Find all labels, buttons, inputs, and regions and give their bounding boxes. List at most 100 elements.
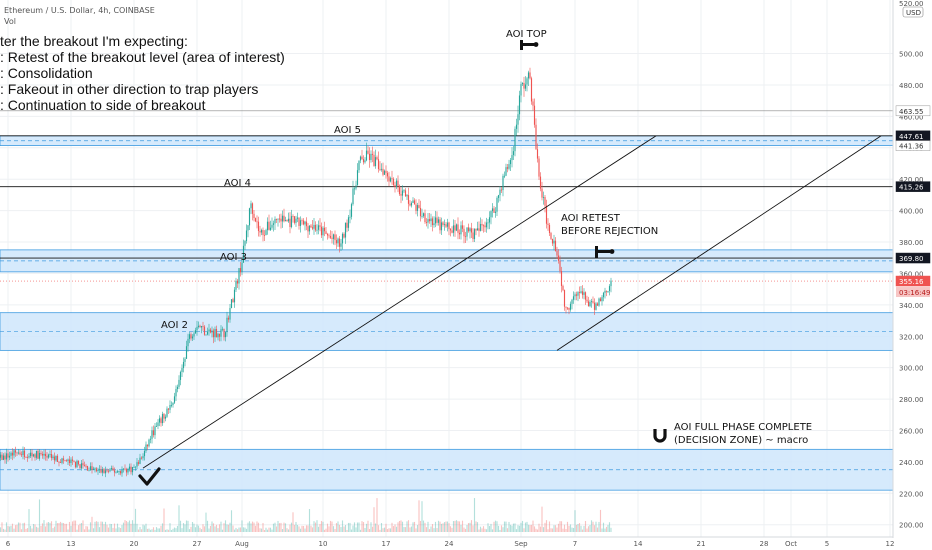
volume-bar <box>182 523 185 532</box>
candle-body <box>368 153 371 160</box>
volume-bar <box>418 500 420 532</box>
volume-bar <box>191 521 194 532</box>
volume-bar <box>547 529 549 532</box>
candle-body <box>244 241 246 246</box>
candle-body <box>20 454 23 456</box>
time-axis[interactable]: 6 13 20 27 Aug 10 17 24 Sep 7 14 21 28 Oct 5 12 <box>6 540 895 548</box>
candle-body <box>470 228 473 233</box>
volume-bar <box>487 523 489 532</box>
candle-body <box>268 221 270 230</box>
volume-bar <box>32 523 35 532</box>
currency-label: USD <box>906 9 921 17</box>
candle-body <box>248 208 251 226</box>
volume-bar <box>455 520 458 532</box>
candle-body <box>296 217 299 219</box>
volume-bar <box>286 528 288 532</box>
candle-body <box>578 292 581 293</box>
volume-bar <box>466 525 468 532</box>
candle-body <box>226 317 228 333</box>
price-label: 369.80 <box>899 255 924 263</box>
candle-body <box>233 289 236 303</box>
volume-indicator-label[interactable]: Vol <box>4 17 16 26</box>
candle-body <box>146 444 149 447</box>
candle-body <box>500 189 503 191</box>
volume-bar <box>316 520 318 532</box>
candle-body <box>77 460 80 465</box>
volume-bar <box>461 520 464 532</box>
volume-bar <box>5 522 8 532</box>
candle-body <box>97 470 99 472</box>
volume-bar <box>331 521 333 532</box>
volume-bar <box>68 521 71 532</box>
candle-body <box>601 297 603 302</box>
candle-body <box>412 200 414 203</box>
candle-body <box>263 234 266 236</box>
candle-body <box>530 78 533 102</box>
volume-bar <box>383 527 386 532</box>
candle-body <box>605 290 608 292</box>
volume-bar <box>401 521 404 532</box>
volume-bar <box>266 529 269 532</box>
time-tick-label: 10 <box>319 540 328 548</box>
candle-body <box>14 450 17 453</box>
volume-bar <box>218 524 221 532</box>
candle-body <box>266 221 269 231</box>
candle-body <box>238 268 240 284</box>
candle-body <box>176 386 179 389</box>
currency-badge[interactable] <box>902 6 924 18</box>
volume-bar <box>161 523 164 532</box>
candle-body <box>290 216 293 228</box>
volume-bar <box>593 525 596 532</box>
volume-bar <box>230 510 233 532</box>
flag-icon <box>595 246 598 258</box>
volume-bar <box>287 529 290 532</box>
candle-body <box>466 227 468 237</box>
volume-bar <box>7 526 9 532</box>
candle-body <box>382 168 384 175</box>
volume-bar <box>268 527 270 532</box>
volume-bar <box>503 521 506 532</box>
candle-body <box>62 458 65 461</box>
candle-body <box>394 184 396 187</box>
candle-body <box>218 333 221 337</box>
volume-bar <box>265 527 267 532</box>
candle-body <box>163 413 165 419</box>
candle-body <box>215 328 218 338</box>
candle-body <box>547 223 549 225</box>
candle-body <box>536 149 539 159</box>
volume-bar <box>43 520 45 532</box>
price-label: 415.26 <box>899 184 924 192</box>
candle-body <box>223 328 225 338</box>
candle-body <box>307 226 309 232</box>
candle-body <box>280 218 282 222</box>
candle-body <box>490 211 492 218</box>
time-tick-label: 7 <box>573 540 577 548</box>
candle-body <box>541 188 543 198</box>
volume-bar <box>428 529 431 532</box>
candle-body <box>125 469 128 473</box>
candle-body <box>0 454 2 458</box>
volume-bar <box>14 525 17 532</box>
volume-bar <box>263 529 266 532</box>
volume-bar <box>206 520 209 532</box>
candle-body <box>548 224 551 234</box>
volume-bar <box>478 529 480 532</box>
volume-bar <box>245 528 248 532</box>
candle-body <box>413 200 416 205</box>
volume-bar <box>253 522 255 532</box>
volume-bar <box>49 522 51 532</box>
price-axis[interactable]: 200.00 220.00 240.00 260.00 280.00 300.00 320.… <box>899 51 924 530</box>
candle-body <box>503 175 506 177</box>
volume-bar <box>328 526 330 532</box>
volume-bar <box>10 525 12 532</box>
volume-bar <box>409 527 411 532</box>
volume-bar <box>136 523 138 532</box>
volume-bar <box>580 525 582 532</box>
volume-bar <box>251 521 254 532</box>
candlesticks <box>0 67 612 478</box>
candle-body <box>449 229 452 231</box>
volume-bar <box>29 525 32 532</box>
trendlines[interactable] <box>142 135 882 469</box>
candle-body <box>341 233 344 244</box>
